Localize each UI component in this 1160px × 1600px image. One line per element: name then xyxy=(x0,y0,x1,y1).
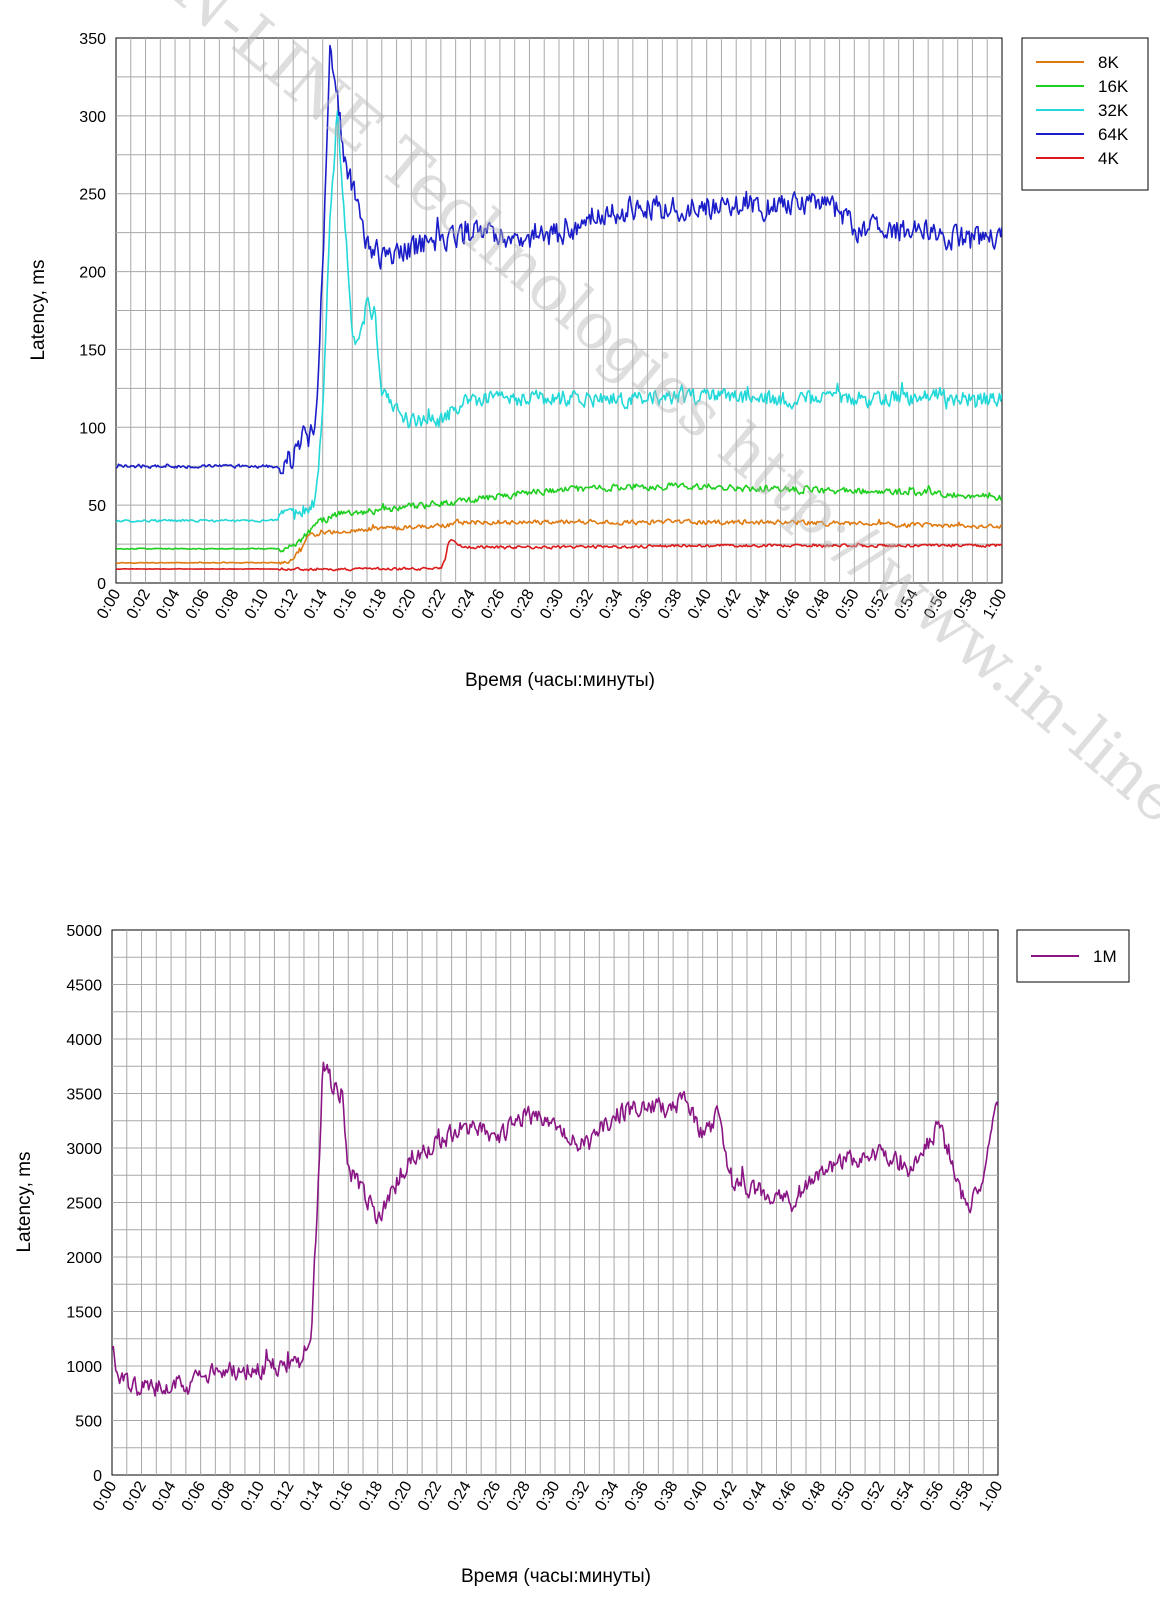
y-tick-label: 2000 xyxy=(66,1250,102,1267)
series-lines xyxy=(116,44,1002,572)
series-line-16k xyxy=(116,482,1002,553)
legend: 1M xyxy=(1016,929,1130,983)
series-line-32k xyxy=(116,110,1002,524)
y-tick-label: 200 xyxy=(79,265,106,282)
grid xyxy=(116,38,1002,583)
y-tick-label: 150 xyxy=(79,342,106,359)
legend-label-1m: 1M xyxy=(1093,947,1117,966)
y-tick-label: 250 xyxy=(79,187,106,204)
y-tick-label: 2500 xyxy=(66,1196,102,1213)
legend-entries: 8K 16K 32K 64K 4K xyxy=(1036,53,1129,168)
y-axis-title: Latency, ms xyxy=(14,1151,35,1252)
y-tick-label: 500 xyxy=(75,1414,102,1431)
legend-label-4k: 4K xyxy=(1098,149,1119,168)
series-line-4k xyxy=(116,538,1002,572)
legend-label-32k: 32K xyxy=(1098,101,1129,120)
y-tick-label: 1500 xyxy=(66,1305,102,1322)
legend-label-8k: 8K xyxy=(1098,53,1119,72)
y-tick-label: 100 xyxy=(79,420,106,437)
series-line-8k xyxy=(116,518,1002,565)
y-tick-label: 0 xyxy=(97,576,106,593)
y-axis-title: Latency, ms xyxy=(28,259,49,360)
legend: 8K 16K 32K 64K 4K xyxy=(1021,37,1149,191)
series-line-64k xyxy=(116,44,1002,475)
y-tick-label: 50 xyxy=(88,498,106,515)
y-tick-label: 1000 xyxy=(66,1359,102,1376)
y-tick-label: 4500 xyxy=(66,978,102,995)
y-tick-labels: 0 500 1000 1500 2000 2500 3000 3500 4000 4500 5000 xyxy=(66,923,102,1485)
y-tick-label: 3500 xyxy=(66,1087,102,1104)
x-axis-title: Время (часы:минуты) xyxy=(461,1566,651,1587)
legend-entries: 1M xyxy=(1031,947,1117,966)
y-tick-label: 350 xyxy=(79,31,106,48)
y-tick-label: 4000 xyxy=(66,1032,102,1049)
legend-box xyxy=(1021,37,1149,191)
latency-chart-1m-block: 0 500 1000 1500 2000 2500 3000 3500 4000 4500 5000… xyxy=(14,923,1130,1587)
legend-label-64k: 64K xyxy=(1098,125,1129,144)
x-axis-title: Время (часы:минуты) xyxy=(465,670,655,691)
y-tick-label: 3000 xyxy=(66,1141,102,1158)
legend-label-16k: 16K xyxy=(1098,77,1129,96)
y-tick-labels: 0 50 100 150 200 250 300 350 xyxy=(79,31,106,593)
y-tick-label: 0 xyxy=(93,1468,102,1485)
series-lines xyxy=(112,1061,998,1397)
grid xyxy=(112,930,998,1475)
y-tick-label: 300 xyxy=(79,109,106,126)
series-line-1m xyxy=(112,1061,998,1397)
y-tick-label: 5000 xyxy=(66,923,102,940)
